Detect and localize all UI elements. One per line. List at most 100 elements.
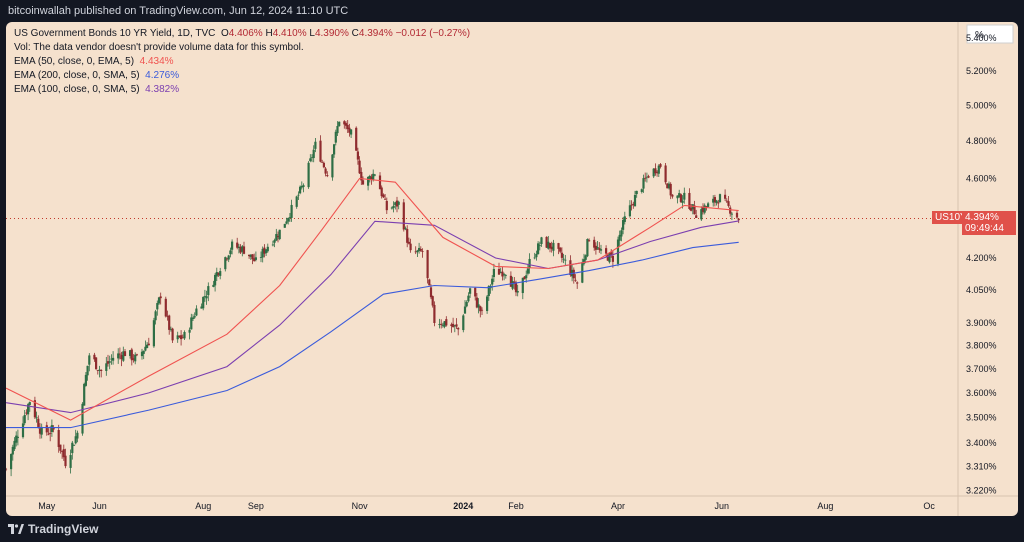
unit-box[interactable] [966,24,1014,44]
candle-body [81,403,84,434]
candle-body [11,446,14,455]
candle-body [537,243,540,255]
candle-body [202,296,205,309]
candle-body [219,271,222,276]
open-value: 4.406% [228,28,263,39]
symbol-tag: US10Y [932,211,970,225]
candle-body [157,297,161,304]
candle-body [324,168,327,174]
y-tick-label: 3.700% [966,364,997,374]
legend-symbol-row[interactable]: US Government Bonds 10 YR Yield, 1D, TVC… [14,27,470,41]
price-axis-background[interactable] [958,22,1018,496]
chart-frame[interactable]: % 5.400%5.200%5.000%4.800%4.600%4.400%4.… [6,22,1018,516]
candle-body [630,204,633,206]
candle-body [84,374,87,386]
y-tick-label: 3.600% [966,388,997,398]
candle-body [525,275,528,279]
candle-body [622,220,625,230]
candle-body [76,432,79,439]
candle-body [730,213,733,215]
candle-body [6,468,8,470]
candle-body [455,324,458,327]
chart-canvas[interactable]: % 5.400%5.200%5.000%4.800%4.600%4.400%4.… [6,22,1018,516]
candle-body [171,328,174,341]
candle-body [426,250,429,279]
symbol-title: US Government Bonds 10 YR Yield, 1D, TVC [14,28,216,39]
candle-body [727,201,730,206]
legend-ema200-row[interactable]: EMA (200, close, 0, SMA, 5) 4.276% [14,69,470,83]
candle-body [152,320,155,347]
candle-body [457,327,460,330]
candle-body [681,200,684,203]
candle-body [225,258,229,260]
candle-body [37,418,40,428]
legend-ema50-row[interactable]: EMA (50, close, 0, EMA, 5) 4.434% [14,55,470,69]
current-price-value: 4.394% [965,212,999,224]
candle-body [616,239,620,264]
candle-body [367,176,370,186]
candle-body [98,369,101,371]
candle-body [718,194,722,203]
candle-body [610,252,613,255]
candle-body [394,202,397,206]
candle-body [535,253,538,258]
candle-body [438,324,441,326]
candle-body [224,257,227,270]
x-tick-label: Aug [195,501,211,511]
candle-body [557,243,560,249]
candle-body [135,354,138,356]
candle-body [348,127,351,133]
candle-body [606,255,609,261]
candle-body [52,427,55,430]
legend-ema100-row[interactable]: EMA (100, close, 0, SMA, 5) 4.382% [14,83,470,97]
candle-body [180,335,183,340]
x-tick-label: Jun [714,501,729,511]
candle-body [419,248,422,251]
y-tick-label: 3.400% [966,438,997,448]
candle-body [297,194,300,196]
volume-note: Vol: The data vendor doesn't provide vol… [14,42,304,53]
candle-body [356,151,359,160]
y-tick-label: 3.500% [966,413,997,423]
x-tick-label: Apr [611,501,625,511]
candle-body [287,218,290,222]
candle-body [302,185,305,187]
candle-body [486,296,489,312]
candle-body [678,193,681,197]
candle-body [263,247,266,254]
candle-body [395,200,399,207]
time-axis-background[interactable] [6,496,1018,516]
candle-body [237,246,240,248]
candle-body [572,269,575,279]
candle-body [724,194,727,199]
candle-body [414,251,417,253]
candle-body [700,209,703,220]
candle-body [132,358,135,360]
candle-body [608,252,611,263]
candle-body [23,415,26,424]
current-price-tag: 4.394% 09:49:44 [962,211,1016,236]
candle-body [593,239,596,248]
candle-body [433,304,436,323]
candle-body [712,198,715,203]
candle-body [358,160,361,174]
candle-body [190,317,193,330]
candle-body [559,247,562,252]
candle-body [147,343,150,346]
candle-body [440,323,443,325]
candle-body [514,282,518,293]
candle-body [266,246,269,252]
candle-body [71,442,74,454]
candle-body [640,189,643,192]
candle-body [503,274,506,276]
candle-body [361,180,365,185]
candle-body [331,154,334,178]
candle-body [191,317,195,319]
candle-body [50,425,53,432]
candle-body [676,195,679,199]
candle-body [644,177,647,179]
x-tick-label: Aug [817,501,833,511]
candle-body [134,354,137,362]
candle-body [183,332,186,339]
candle-body [540,237,543,245]
